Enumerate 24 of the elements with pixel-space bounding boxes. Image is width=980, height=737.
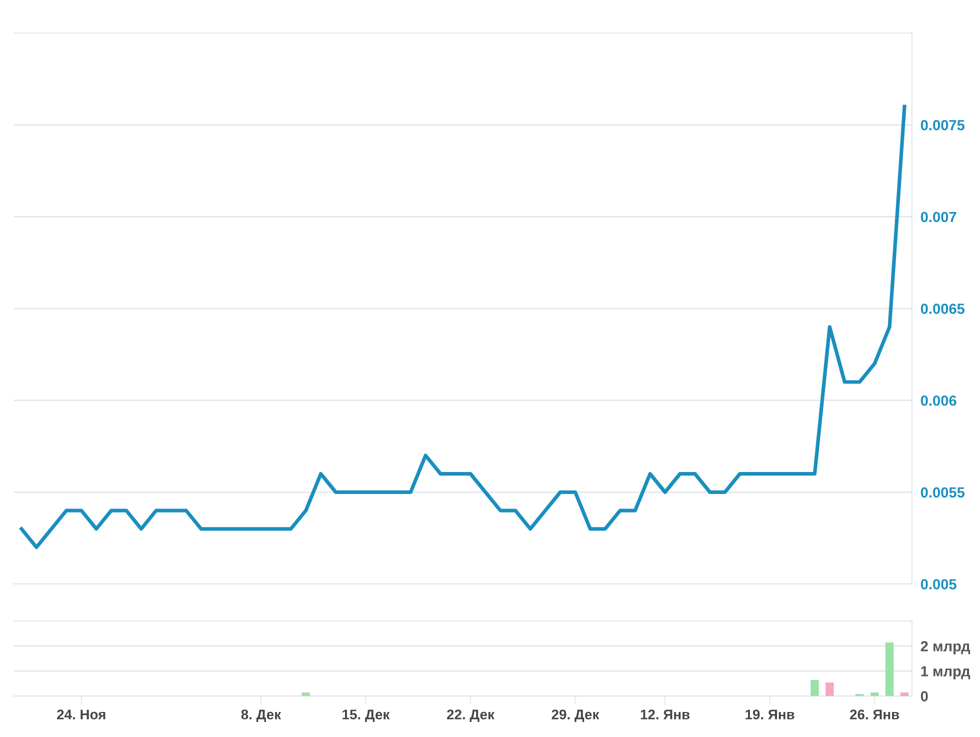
x-tick-label: 15. Дек (342, 710, 390, 722)
x-tick-label: 29. Дек (552, 710, 600, 722)
bar (302, 692, 310, 696)
y-tick-label: 0.006 (920, 395, 956, 406)
y-tick-label: 0.007 (920, 212, 956, 222)
y-tick-label: 0 (920, 691, 928, 702)
bar (870, 692, 879, 696)
y-tick-label: 0.0075 (920, 120, 965, 130)
x-tick-label: 24. Ноя (57, 710, 106, 720)
y-tick-label: 2 млрд (920, 641, 970, 654)
line-series (20, 104, 906, 550)
bar (826, 682, 834, 696)
y-tick-label: 0.0065 (920, 304, 965, 314)
y-tick-label: 0.005 (920, 579, 956, 590)
bar (900, 692, 909, 696)
bar (885, 642, 894, 696)
x-tick-label: 12. Янв (640, 710, 690, 720)
y-tick-label: 1 млрд (921, 666, 970, 680)
x-tick-label: 19. Янв (746, 710, 794, 720)
y-tick-label: 0.0055 (920, 487, 965, 498)
x-tick-label: 8. Дек (241, 710, 282, 722)
bar (810, 680, 819, 696)
x-tick-label: 22. Дек (447, 710, 494, 722)
x-tick-label: 26. Янв (850, 710, 900, 720)
